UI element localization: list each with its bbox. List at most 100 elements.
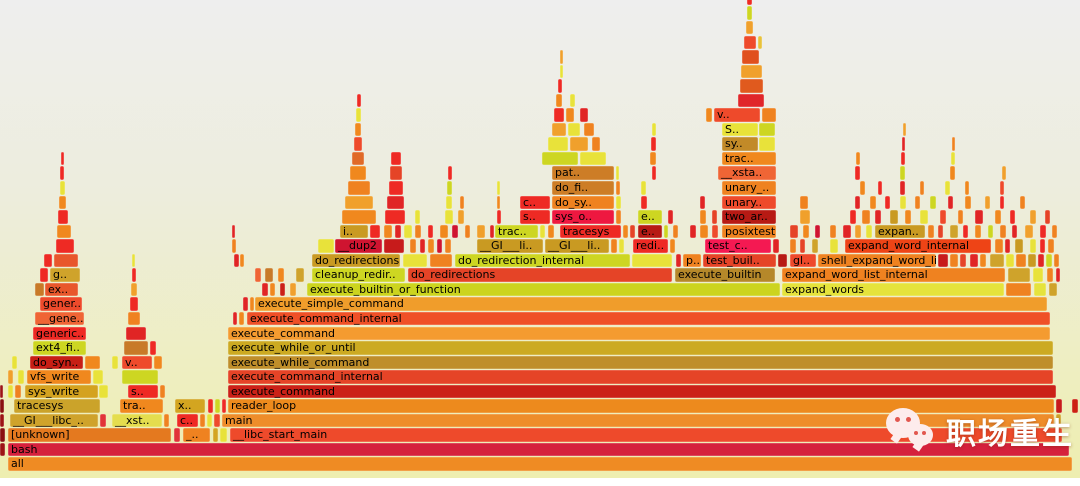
- flame-frame[interactable]: [12, 355, 17, 370]
- flame-frame[interactable]: [650, 151, 656, 166]
- flame-frame[interactable]: [862, 210, 870, 224]
- flame-frame[interactable]: [390, 166, 402, 180]
- flame-frame[interactable]: [712, 210, 717, 224]
- flame-frame-main[interactable]: main: [222, 413, 1054, 428]
- flame-frame[interactable]: [800, 239, 805, 253]
- flame-frame[interactable]: [124, 341, 148, 355]
- flame-frame[interactable]: [384, 224, 392, 239]
- flame-frame[interactable]: [54, 253, 78, 268]
- flame-frame[interactable]: [915, 195, 920, 210]
- flame-frame[interactable]: [1000, 195, 1004, 210]
- flame-frame[interactable]: [690, 224, 696, 239]
- flame-frame[interactable]: [616, 195, 621, 210]
- flame-frame[interactable]: [1006, 253, 1014, 268]
- flame-frame[interactable]: [856, 151, 860, 166]
- flame-frame-bash[interactable]: bash: [8, 442, 1069, 457]
- flame-frame[interactable]: [740, 79, 763, 93]
- flame-frame-execute_command_internal[interactable]: execute_command_internal: [228, 370, 1053, 384]
- flame-frame-v[interactable]: v..: [122, 355, 152, 370]
- flame-frame[interactable]: [240, 253, 244, 268]
- flame-frame[interactable]: [35, 282, 44, 297]
- flame-frame[interactable]: [950, 224, 958, 239]
- flame-frame-execute_command[interactable]: execute_command: [228, 384, 1056, 399]
- flame-frame[interactable]: [800, 210, 810, 224]
- flame-frame[interactable]: [403, 253, 427, 268]
- flame-frame[interactable]: [619, 239, 624, 253]
- flame-frame[interactable]: [652, 122, 656, 137]
- flame-frame[interactable]: [580, 108, 588, 122]
- flame-frame-unary_[interactable]: unary_..: [722, 181, 776, 195]
- flame-frame[interactable]: [950, 166, 955, 180]
- flame-frame-ex[interactable]: ex..: [45, 282, 78, 297]
- flame-frame[interactable]: [885, 195, 890, 210]
- flame-frame[interactable]: [490, 224, 494, 239]
- flame-frame[interactable]: [1049, 282, 1057, 297]
- flame-frame-expand_word_internal[interactable]: expand_word_internal: [845, 239, 991, 253]
- flame-frame[interactable]: [548, 137, 568, 151]
- flame-frame[interactable]: [220, 428, 227, 442]
- flame-frame-test_buil[interactable]: test_buil..: [703, 253, 776, 268]
- flame-frame[interactable]: [270, 282, 275, 297]
- flame-frame[interactable]: [477, 224, 485, 239]
- flame-frame[interactable]: [616, 210, 621, 224]
- flame-frame[interactable]: [1056, 413, 1061, 428]
- flame-frame[interactable]: [1030, 239, 1036, 253]
- flame-frame[interactable]: [0, 428, 5, 442]
- flame-frame[interactable]: [611, 239, 617, 253]
- flame-frame[interactable]: [548, 224, 554, 239]
- flame-frame[interactable]: [830, 239, 838, 253]
- flame-frame[interactable]: [855, 224, 861, 239]
- flame-frame[interactable]: [447, 181, 452, 195]
- flame-frame-expand_words[interactable]: expand_words: [782, 282, 1004, 297]
- flame-frame-do_sy[interactable]: do_sy..: [552, 195, 614, 210]
- flame-frame[interactable]: [391, 151, 401, 166]
- flame-frame[interactable]: [812, 239, 818, 253]
- flame-frame[interactable]: [641, 195, 647, 210]
- flame-frame[interactable]: [1045, 210, 1050, 224]
- flame-frame[interactable]: [234, 253, 239, 268]
- flame-frame[interactable]: [420, 239, 425, 253]
- flame-frame[interactable]: [1005, 239, 1010, 253]
- flame-frame[interactable]: [428, 239, 434, 253]
- flame-frame-do_fi[interactable]: do_fi..: [552, 181, 614, 195]
- flame-frame[interactable]: [384, 239, 404, 253]
- flame-frame-trac[interactable]: trac..: [495, 224, 538, 239]
- flame-frame[interactable]: [296, 268, 304, 282]
- flame-frame[interactable]: [762, 108, 776, 122]
- flame-frame[interactable]: [1030, 210, 1036, 224]
- flame-frame[interactable]: [387, 195, 404, 210]
- flame-frame[interactable]: [0, 413, 4, 428]
- flame-frame-__xsta[interactable]: __xsta..: [718, 166, 776, 180]
- flame-frame[interactable]: [164, 413, 169, 428]
- flame-frame[interactable]: [44, 253, 52, 268]
- flame-frame[interactable]: [995, 210, 1001, 224]
- flame-frame[interactable]: [985, 195, 990, 210]
- flame-frame[interactable]: [673, 224, 678, 239]
- flame-frame[interactable]: [60, 166, 64, 180]
- flame-frame[interactable]: [668, 210, 673, 224]
- flame-frame[interactable]: [951, 151, 955, 166]
- flame-frame[interactable]: [389, 181, 403, 195]
- flame-frame[interactable]: [265, 268, 273, 282]
- flame-frame[interactable]: [616, 166, 619, 180]
- flame-frame-all[interactable]: all: [8, 457, 1072, 471]
- flame-frame[interactable]: [1047, 268, 1053, 282]
- flame-frame[interactable]: [1046, 253, 1052, 268]
- flame-frame[interactable]: [370, 224, 380, 239]
- flame-frame[interactable]: [1020, 195, 1025, 210]
- flame-frame-pat[interactable]: pat..: [552, 166, 614, 180]
- flame-frame[interactable]: [664, 224, 668, 239]
- flame-frame[interactable]: [1040, 224, 1046, 239]
- flame-frame[interactable]: [963, 224, 968, 239]
- flame-frame[interactable]: [1028, 253, 1036, 268]
- flame-frame[interactable]: [0, 399, 4, 413]
- flame-frame[interactable]: [8, 384, 13, 399]
- flame-frame[interactable]: [497, 195, 500, 210]
- flame-frame[interactable]: [568, 122, 580, 137]
- flame-frame[interactable]: [630, 224, 635, 239]
- flame-frame[interactable]: [150, 341, 156, 355]
- flame-frame-x[interactable]: x..: [175, 399, 205, 413]
- flame-frame-__gi___libc_[interactable]: __GI___libc_..: [10, 413, 98, 428]
- flame-frame[interactable]: [57, 224, 71, 239]
